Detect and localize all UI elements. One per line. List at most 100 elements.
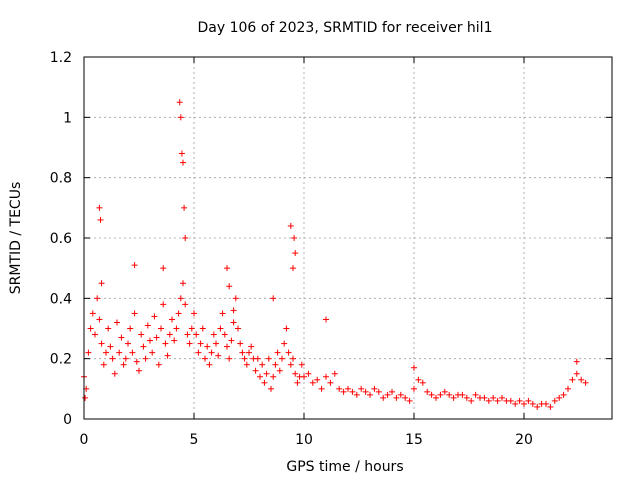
data-point: [122, 355, 129, 362]
data-point: [459, 391, 466, 398]
data-point: [181, 204, 188, 211]
data-point: [578, 376, 585, 383]
x-axis-label: GPS time / hours: [286, 459, 403, 475]
data-point: [210, 331, 217, 338]
data-point: [349, 388, 356, 395]
data-point: [287, 361, 294, 368]
data-point: [158, 325, 164, 332]
data-point: [153, 334, 160, 341]
data-point: [114, 319, 120, 326]
data-point: [176, 99, 183, 106]
data-point: [375, 388, 382, 395]
x-tick-label: 20: [515, 432, 533, 448]
data-point: [232, 295, 239, 302]
data-point: [226, 283, 233, 290]
data-point: [202, 355, 208, 362]
data-point: [235, 325, 241, 332]
data-point: [89, 310, 96, 317]
data-point: [287, 222, 294, 229]
data-point: [164, 352, 171, 359]
data-point: [107, 343, 114, 350]
data-point: [111, 370, 118, 377]
data-point: [305, 370, 312, 377]
grid-layer: [84, 57, 612, 419]
data-point: [169, 316, 175, 323]
data-point: [411, 385, 417, 392]
data-point: [516, 397, 523, 404]
data-point: [560, 391, 567, 398]
data-point: [314, 376, 321, 383]
data-point: [291, 235, 298, 241]
data-point: [103, 349, 109, 356]
data-point: [230, 307, 237, 314]
data-point: [239, 349, 246, 356]
data-point: [485, 397, 492, 404]
data-point: [512, 400, 519, 407]
data-point: [204, 343, 211, 350]
data-point: [228, 337, 235, 344]
data-point: [384, 391, 391, 398]
data-point: [270, 295, 277, 302]
data-point: [573, 358, 580, 365]
data-point: [252, 367, 259, 374]
y-tick-label: 1.2: [50, 50, 72, 66]
data-point: [411, 364, 417, 371]
data-point: [472, 391, 479, 398]
data-point: [521, 400, 527, 407]
data-point: [292, 250, 299, 257]
data-point: [327, 379, 334, 386]
data-point: [257, 373, 263, 380]
data-point: [96, 204, 103, 211]
x-tick-label: 0: [80, 432, 89, 448]
data-point: [213, 340, 219, 347]
data-point: [173, 325, 180, 332]
data-point: [353, 391, 360, 398]
data-point: [468, 397, 475, 404]
data-point: [92, 331, 98, 338]
data-point: [94, 295, 101, 302]
data-point: [131, 310, 138, 317]
data-point: [184, 331, 191, 338]
data-point: [182, 301, 189, 308]
data-point: [393, 394, 400, 401]
data-point: [450, 394, 457, 401]
data-point: [224, 265, 230, 272]
data-point: [155, 361, 162, 368]
data-point: [105, 325, 112, 332]
data-point: [160, 265, 167, 272]
data-point: [441, 388, 448, 395]
data-point: [402, 394, 409, 401]
data-point: [551, 397, 558, 404]
data-point: [345, 385, 351, 392]
data-point: [331, 370, 338, 377]
data-point: [160, 301, 167, 308]
data-point: [224, 343, 230, 350]
data-point: [125, 340, 131, 347]
data-point: [199, 325, 206, 332]
data-point: [215, 352, 222, 359]
data-point: [193, 331, 200, 338]
data-point: [298, 361, 305, 368]
data-point: [565, 385, 571, 392]
data-point: [323, 373, 329, 380]
y-tick-label: 0.2: [50, 352, 72, 368]
data-point: [96, 316, 103, 323]
data-point: [446, 391, 453, 398]
data-point: [529, 400, 536, 407]
data-point: [340, 388, 347, 395]
data-point: [556, 394, 563, 401]
data-point: [294, 379, 301, 386]
data-point: [149, 349, 156, 356]
data-point: [507, 397, 514, 404]
data-point: [162, 340, 169, 347]
y-tick-label: 0.4: [50, 291, 72, 307]
data-point: [208, 349, 215, 356]
data-point: [151, 313, 158, 320]
tick-layer: 0 0.2 0.4 0.6 0.8 1 1.2 0 5 10 15 20: [50, 50, 612, 448]
data-point: [109, 355, 116, 362]
x-tick-label: 15: [405, 432, 423, 448]
y-tick-label: 0.8: [50, 171, 72, 187]
data-point: [290, 265, 296, 272]
data-point: [437, 391, 444, 398]
